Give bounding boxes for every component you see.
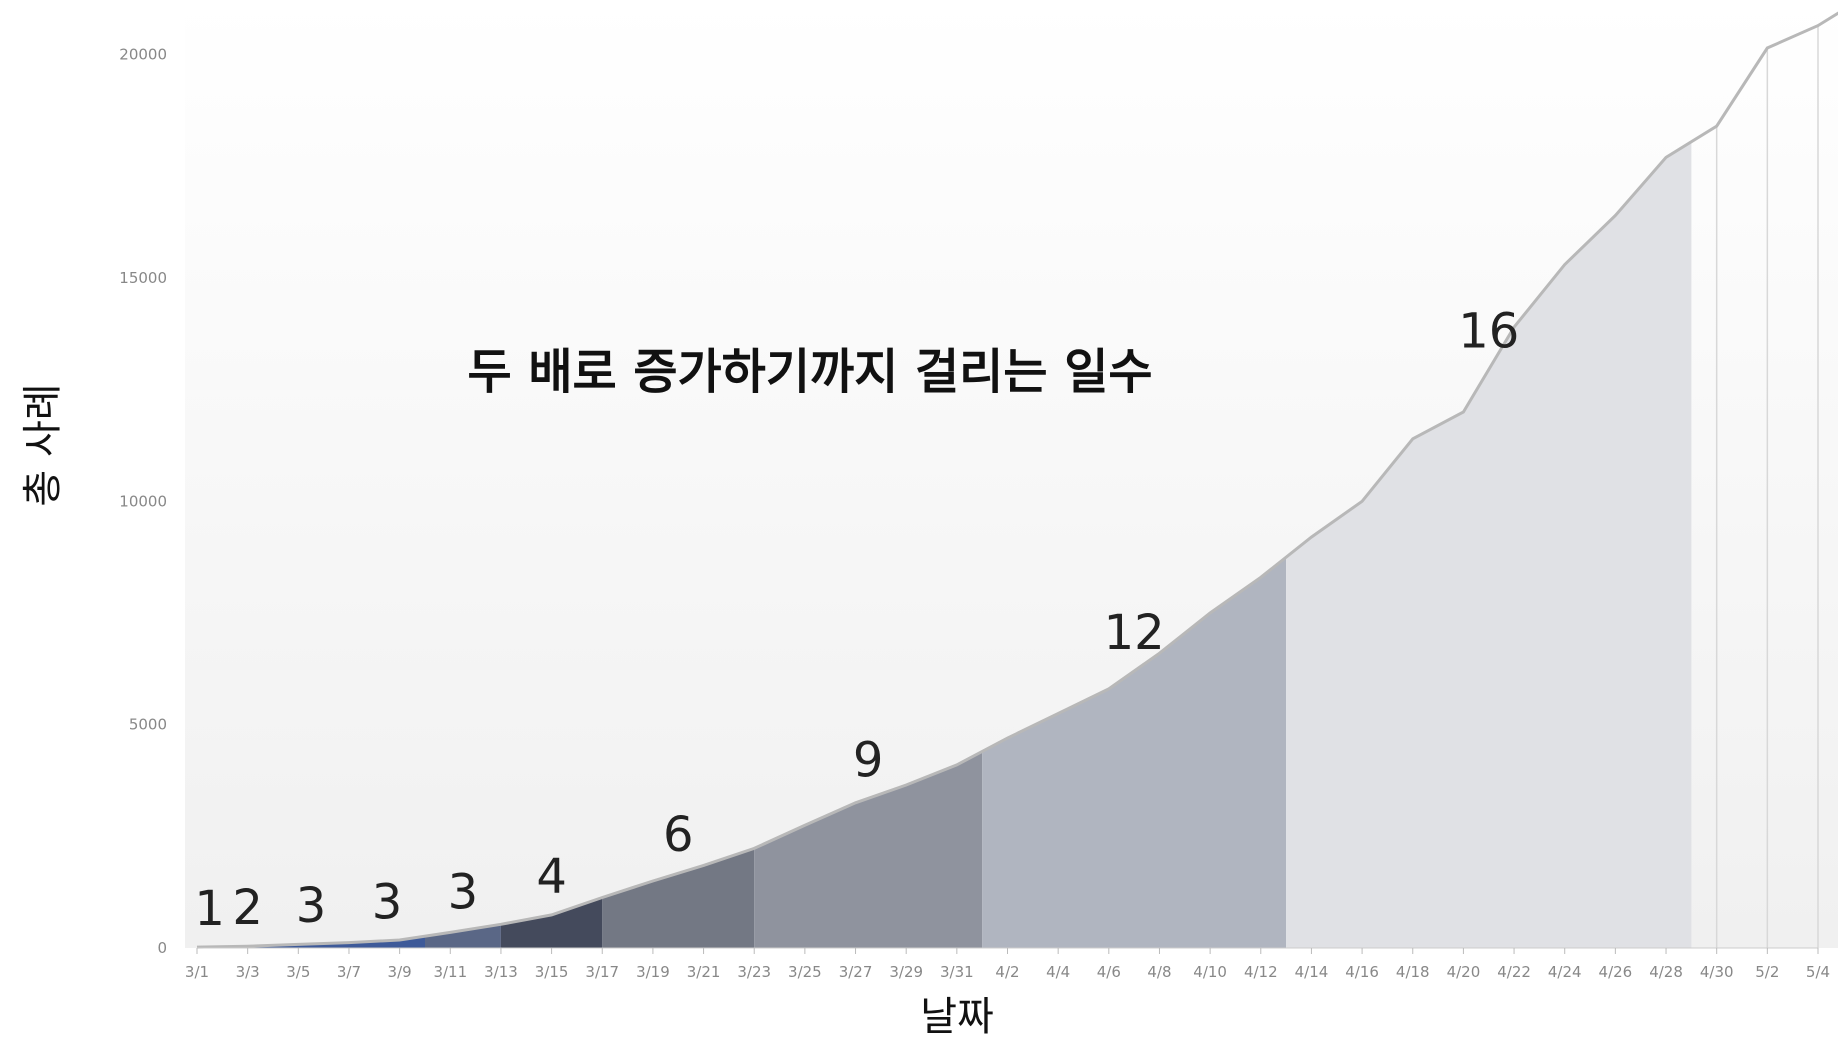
x-tick-label: 3/3: [236, 963, 260, 981]
x-tick-label: 4/18: [1396, 963, 1430, 981]
doubling-period-area-6: [500, 897, 603, 948]
x-tick-label: 4/22: [1497, 963, 1531, 981]
x-tick-label: 4/2: [995, 963, 1019, 981]
x-tick-label: 3/27: [839, 963, 873, 981]
x-tick-label: 3/7: [337, 963, 361, 981]
x-tick-label: 3/13: [484, 963, 518, 981]
area-segments: [197, 141, 1692, 949]
x-tick-label: 3/25: [788, 963, 822, 981]
cumulative-cases-line: [196, 11, 1838, 949]
x-tick-label: 4/30: [1700, 963, 1734, 981]
y-tick-label: 0: [157, 939, 167, 957]
x-tick-label: 4/24: [1548, 963, 1582, 981]
doubling-period-area-8: [754, 751, 983, 948]
y-axis: 0 5000 10000 15000 20000: [119, 46, 167, 957]
x-tick-label: 4/8: [1147, 963, 1171, 981]
x-tick-label: 3/23: [737, 963, 771, 981]
doubling-period-area-5: [425, 924, 501, 948]
doubling-days-label: 6: [663, 807, 694, 863]
doubling-days-label: 9: [853, 732, 884, 788]
y-tick-label: 5000: [129, 716, 167, 734]
y-tick-label: 15000: [119, 269, 167, 287]
x-tick-label: 4/4: [1046, 963, 1070, 981]
x-tick-label: 4/16: [1345, 963, 1379, 981]
doubling-days-label: 1: [194, 881, 225, 937]
x-tick-label: 3/1: [185, 963, 209, 981]
doubling-days-label: 4: [536, 849, 567, 905]
x-tick-label: 3/9: [388, 963, 412, 981]
x-tick-label: 3/19: [636, 963, 670, 981]
x-tick-label: 5/2: [1755, 963, 1779, 981]
doubling-period-area-7: [602, 848, 755, 948]
y-axis-title: 총 사례: [20, 383, 66, 506]
x-tick-label: 3/31: [940, 963, 974, 981]
doubling-days-label: 3: [448, 864, 479, 920]
x-tick-label: 3/11: [433, 963, 467, 981]
x-tick-label: 4/26: [1599, 963, 1633, 981]
doubling-days-label: 3: [372, 875, 403, 931]
x-tick-label: 4/14: [1295, 963, 1329, 981]
x-tick-label: 3/21: [687, 963, 721, 981]
x-tick-label: 4/6: [1097, 963, 1121, 981]
x-axis-title: 날짜: [920, 994, 994, 1037]
x-axis: 3/1 3/3 3/5 3/7 3/9 3/11 3/13 3/15 3/17 3/19 3/21 3…: [185, 947, 1830, 981]
x-tick-label: 4/28: [1649, 963, 1683, 981]
x-tick-label: 3/15: [535, 963, 569, 981]
doubling-days-label: 3: [296, 878, 327, 934]
x-tick-label: 3/5: [286, 963, 310, 981]
x-tick-label: 3/17: [585, 963, 619, 981]
doubling-days-label: 12: [1104, 605, 1165, 661]
x-tick-label: 5/4: [1806, 963, 1830, 981]
x-tick-label: 4/10: [1193, 963, 1227, 981]
x-tick-label: 3/29: [889, 963, 923, 981]
doubling-days-label: 16: [1458, 304, 1519, 360]
doubling-period-area-9: [982, 557, 1287, 948]
y-tick-label: 20000: [119, 46, 167, 64]
x-tick-label: 4/20: [1447, 963, 1481, 981]
chart-title: 두 배로 증가하기까지 걸리는 일수: [467, 344, 1152, 400]
doubling-period-area-10: [1286, 141, 1692, 949]
y-tick-label: 10000: [119, 492, 167, 510]
x-tick-label: 4/12: [1244, 963, 1278, 981]
post-period-lines: [1715, 25, 1819, 948]
doubling-days-label: 2: [232, 880, 263, 936]
